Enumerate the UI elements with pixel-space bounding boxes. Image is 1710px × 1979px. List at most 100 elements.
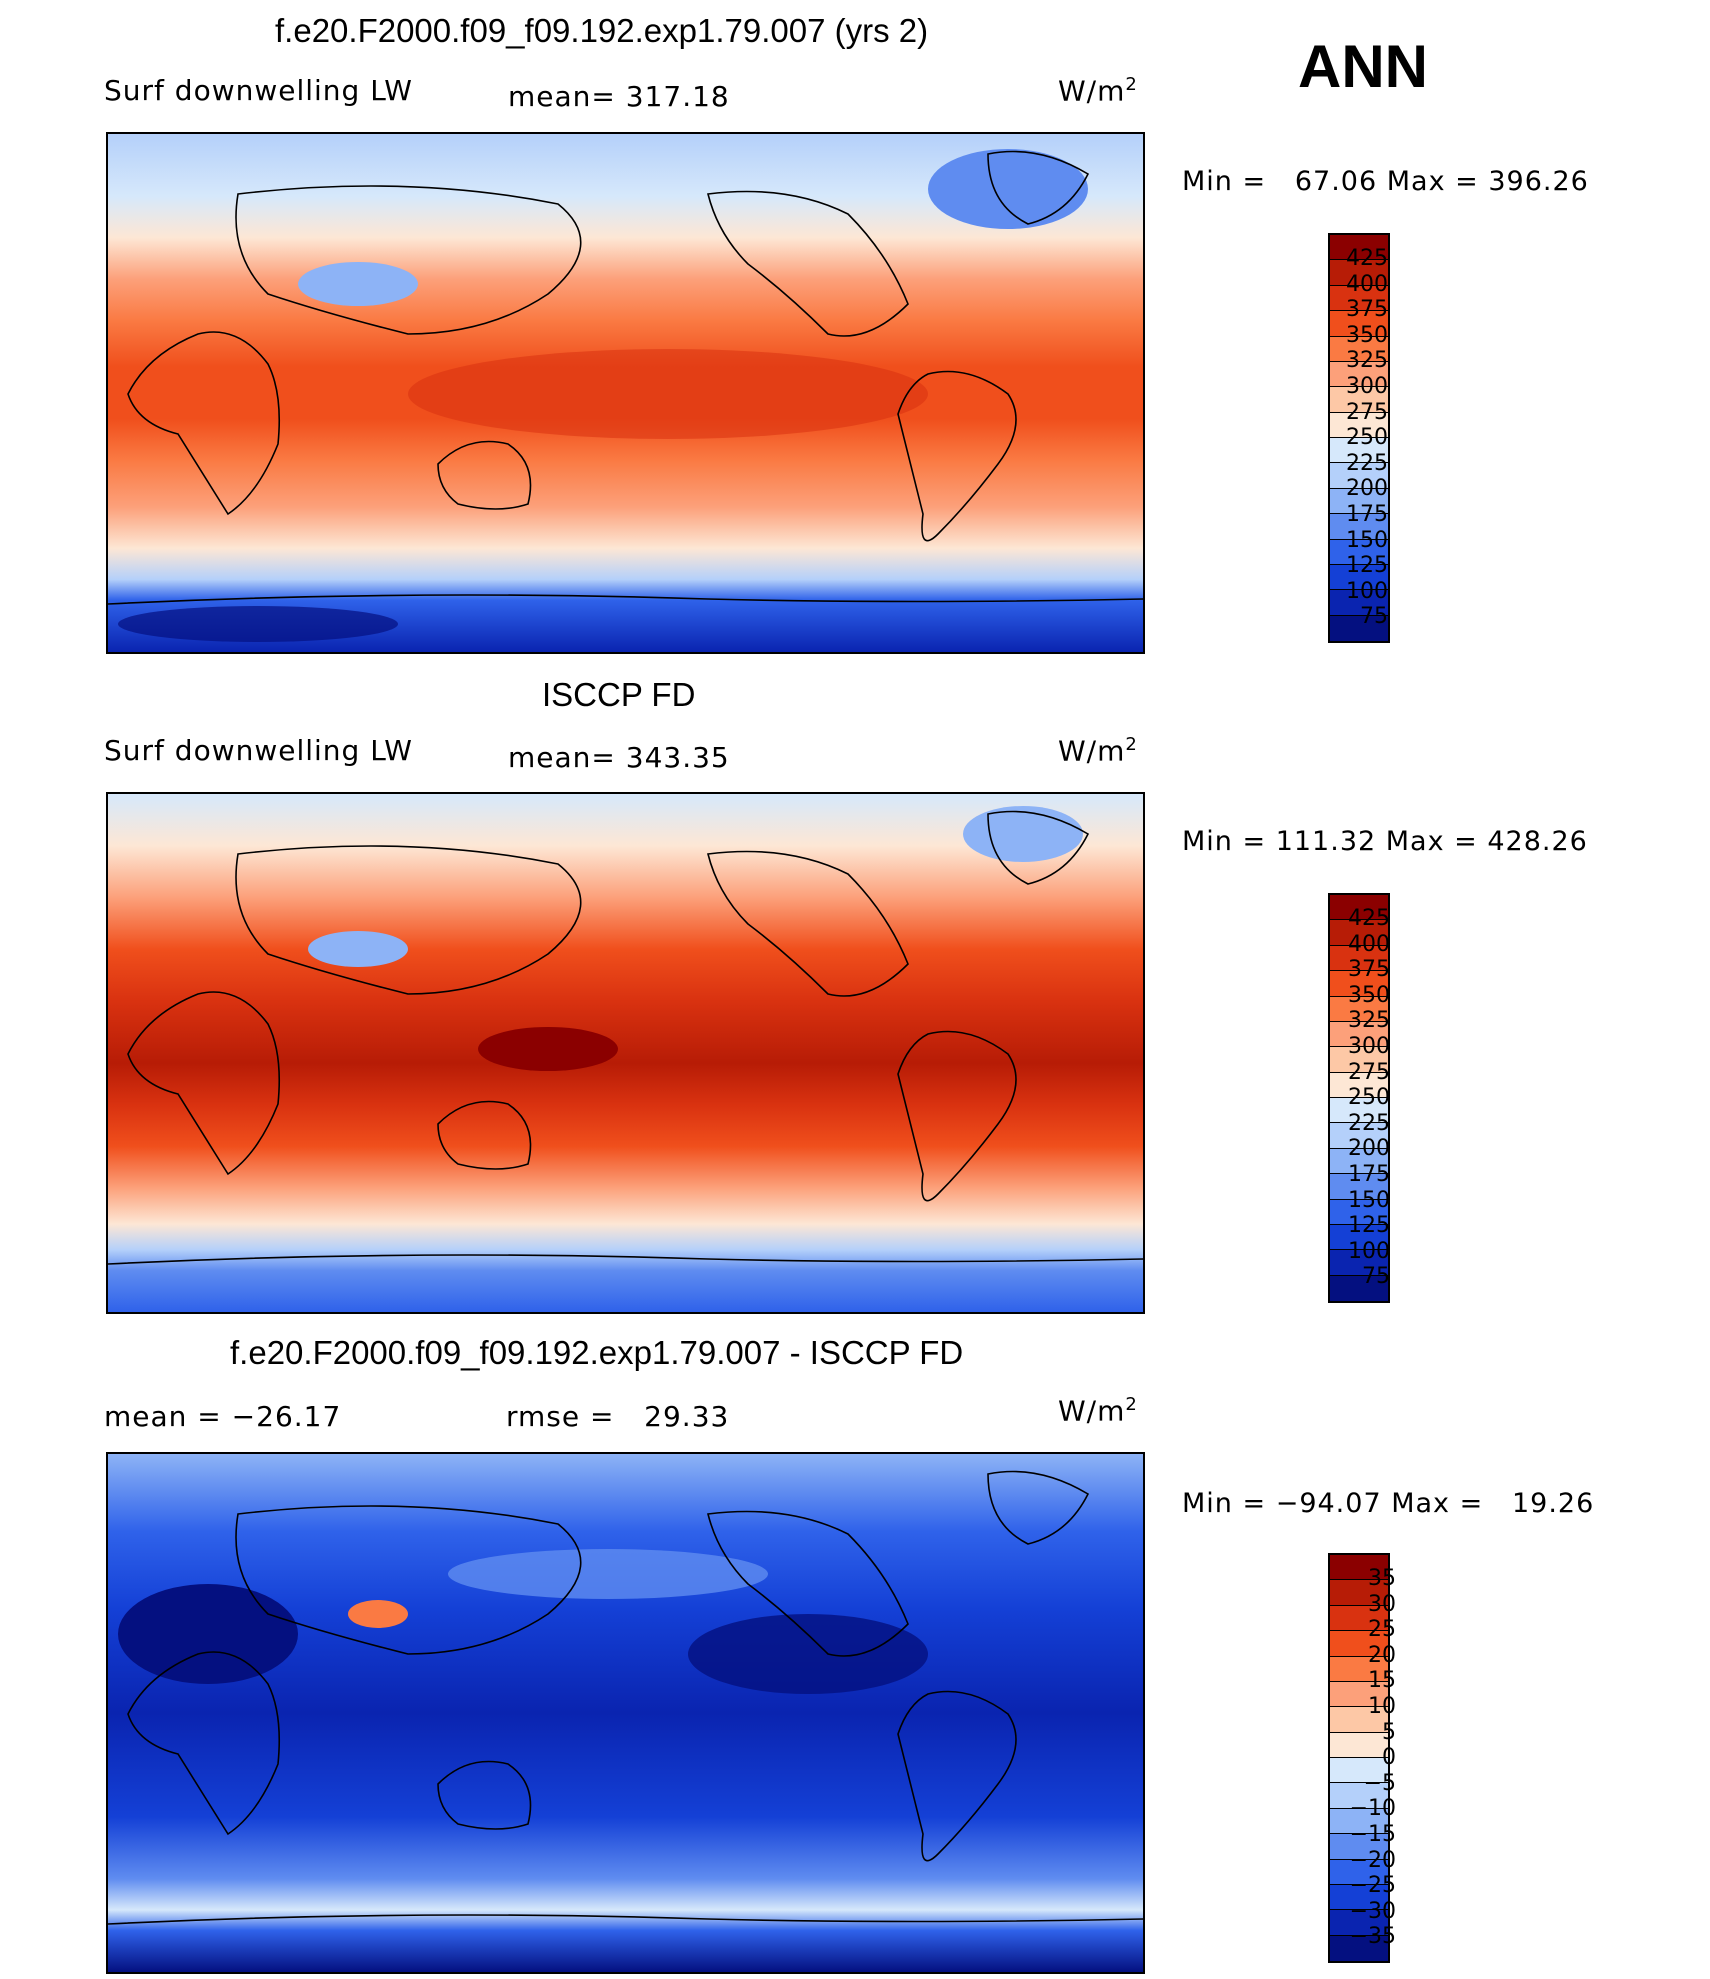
- colorbar-label: 35: [1368, 1566, 1396, 1591]
- colorbar-label: 400: [1348, 931, 1390, 957]
- panel-2-variable-label: Surf downwelling LW: [104, 734, 413, 767]
- panel-1-colorbar-swatch: [1330, 412, 1388, 438]
- panel-2-colorbar-swatch: [1330, 895, 1388, 921]
- colorbar-label: 15: [1368, 1668, 1396, 1694]
- colorbar-label: 325: [1348, 1008, 1390, 1034]
- panel-3-colorbar-swatch: [1330, 1580, 1388, 1606]
- colorbar-label: 175: [1346, 502, 1388, 527]
- panel-1-variable-label: Surf downwelling LW: [104, 74, 413, 107]
- colorbar-label: 5: [1382, 1719, 1396, 1745]
- colorbar-label: 350: [1348, 982, 1390, 1008]
- panel-2-colorbar-swatch: [1330, 996, 1388, 1022]
- panel-3-colorbar-swatch: [1330, 1732, 1388, 1758]
- colorbar-label: 275: [1346, 399, 1388, 425]
- panel-2-units: W/m2: [1058, 734, 1138, 768]
- colorbar-label: 425: [1346, 246, 1388, 271]
- panel-3-colorbar-swatch: [1330, 1555, 1388, 1581]
- panel-1-mean-label: mean= 317.18: [508, 80, 730, 113]
- panel-2-colorbar: [1328, 893, 1390, 1303]
- panel-3-colorbar-swatch: [1330, 1783, 1388, 1809]
- panel-2-colorbar-swatch: [1330, 1021, 1388, 1048]
- colorbar-label: −25: [1349, 1873, 1396, 1899]
- tibet-feature: [308, 931, 408, 967]
- panel-2-colorbar-swatch: [1330, 1224, 1388, 1251]
- colorbar-label: 375: [1348, 957, 1390, 983]
- colorbar-label: −5: [1363, 1770, 1396, 1796]
- colorbar-label: 375: [1346, 297, 1388, 323]
- panel-1-colorbar-swatch: [1330, 564, 1388, 591]
- panel-3-min-max: Min = −94.07 Max = 19.26: [1182, 1488, 1595, 1519]
- panel-1-title: f.e20.F2000.f09_f09.192.exp1.79.007 (yrs…: [275, 12, 929, 49]
- colorbar-label: 125: [1346, 553, 1388, 579]
- colorbar-label: 20: [1368, 1642, 1396, 1668]
- panel-1-colorbar-swatch: [1330, 438, 1388, 464]
- coastlines: [108, 150, 1143, 605]
- panel-1-units: W/m2: [1058, 74, 1138, 108]
- panel-1-colorbar-swatch: [1330, 235, 1388, 261]
- colorbar-label: −35: [1349, 1924, 1396, 1950]
- panel-1-colorbar-swatch: [1330, 361, 1388, 388]
- panel-1-colorbar-swatch: [1330, 539, 1388, 565]
- panel-2-colorbar-swatch: [1330, 920, 1388, 946]
- colorbar-label: 10: [1368, 1694, 1396, 1719]
- greenland-feature: [963, 806, 1083, 862]
- panel-2-colorbar-swatch: [1330, 1275, 1388, 1301]
- colorbar-label: 0: [1382, 1745, 1396, 1771]
- warm-pool-feature: [408, 349, 928, 439]
- panel-3-colorbar-swatch: [1330, 1910, 1388, 1936]
- colorbar-label: 225: [1348, 1110, 1390, 1136]
- colorbar-label: −30: [1349, 1898, 1396, 1924]
- colorbar-label: 150: [1346, 527, 1388, 553]
- colorbar-label: 275: [1348, 1059, 1390, 1085]
- panel-1-colorbar-swatch: [1330, 488, 1388, 515]
- colorbar-label: 200: [1348, 1136, 1390, 1162]
- panel-1-colorbar: [1328, 233, 1390, 643]
- colorbar-label: 300: [1348, 1034, 1390, 1059]
- panel-1-min-max: Min = 67.06 Max = 396.26: [1182, 166, 1589, 197]
- panel-2-colorbar-swatch: [1330, 1250, 1388, 1276]
- panel-3-mean-label: mean = −26.17: [104, 1400, 342, 1433]
- colorbar-label: 125: [1348, 1213, 1390, 1239]
- midlat-feature: [448, 1549, 768, 1599]
- africa-negative-feature: [118, 1584, 298, 1684]
- coastlines: [108, 1470, 1143, 1925]
- panel-3-colorbar-swatch: [1330, 1884, 1388, 1911]
- panel-2-colorbar-swatch: [1330, 1199, 1388, 1225]
- colorbar-label: 300: [1346, 374, 1388, 399]
- colorbar-label: 100: [1346, 578, 1388, 604]
- panel-1-colorbar-swatch: [1330, 387, 1388, 413]
- colorbar-label: 225: [1346, 450, 1388, 476]
- panel-2-min-max: Min = 111.32 Max = 428.26: [1182, 826, 1588, 857]
- panel-3-colorbar-swatch: [1330, 1758, 1388, 1784]
- pacific-negative-feature: [688, 1614, 928, 1694]
- panel-1-colorbar-swatch: [1330, 311, 1388, 337]
- panel-2-colorbar-swatch: [1330, 1072, 1388, 1098]
- panel-3-title: f.e20.F2000.f09_f09.192.exp1.79.007 - IS…: [230, 1334, 964, 1371]
- tibet-positive-feature: [348, 1600, 408, 1628]
- panel-1-colorbar-swatch: [1330, 285, 1388, 312]
- panel-3-map-field: [108, 1454, 1143, 1972]
- panel-3-colorbar-swatch: [1330, 1681, 1388, 1708]
- colorbar-label: 175: [1348, 1162, 1390, 1187]
- panel-3-colorbar-swatch: [1330, 1656, 1388, 1682]
- tibet-feature: [298, 262, 418, 306]
- colorbar-label: 325: [1346, 348, 1388, 374]
- panel-3-colorbar: [1328, 1553, 1390, 1963]
- panel-3-colorbar-swatch: [1330, 1834, 1388, 1860]
- panel-3-units: W/m2: [1058, 1394, 1138, 1428]
- season-label: ANN: [1298, 33, 1428, 100]
- panel-2-colorbar-swatch: [1330, 1174, 1388, 1200]
- antarctic-low-feature: [118, 606, 398, 642]
- panel-2-colorbar-swatch: [1330, 945, 1388, 972]
- panel-2-colorbar-swatch: [1330, 1123, 1388, 1149]
- colorbar-label: 75: [1360, 604, 1388, 630]
- colorbar-label: 25: [1368, 1617, 1396, 1643]
- panel-2-colorbar-swatch: [1330, 1047, 1388, 1073]
- colorbar-label: 425: [1348, 906, 1390, 931]
- colorbar-label: −15: [1349, 1822, 1396, 1847]
- panel-3-colorbar-swatch: [1330, 1859, 1388, 1885]
- panel-2-title: ISCCP FD: [542, 676, 696, 713]
- panel-3-colorbar-swatch: [1330, 1631, 1388, 1657]
- panel-3-colorbar-swatch: [1330, 1808, 1388, 1835]
- coastlines: [108, 810, 1143, 1265]
